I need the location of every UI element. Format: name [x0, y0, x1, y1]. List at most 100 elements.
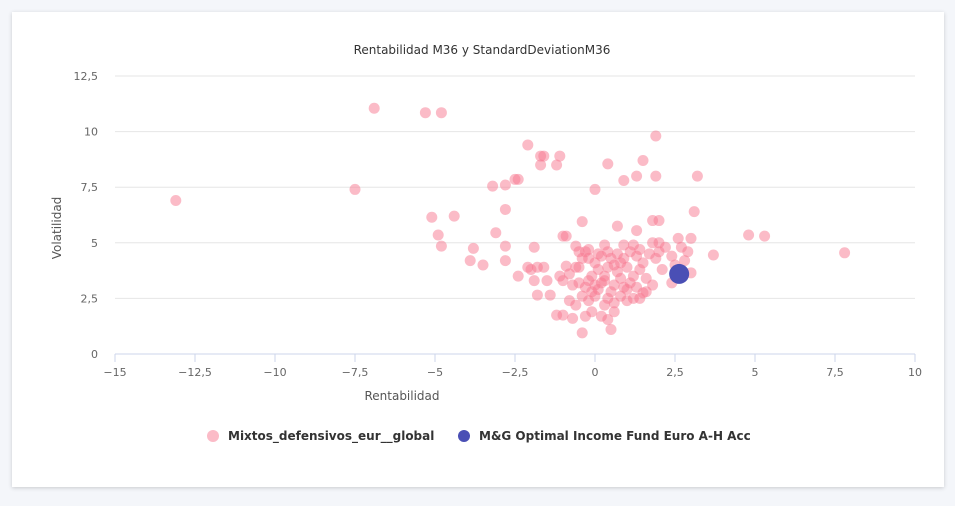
data-point[interactable]	[551, 159, 563, 171]
data-point[interactable]	[599, 239, 611, 251]
data-point[interactable]	[499, 179, 511, 191]
x-tick-label: 10	[908, 366, 922, 379]
data-point[interactable]	[576, 216, 588, 228]
data-point[interactable]	[448, 210, 460, 222]
data-point[interactable]	[589, 183, 601, 195]
data-point[interactable]	[435, 240, 447, 252]
data-point[interactable]	[634, 292, 646, 304]
y-tick-label: 7,5	[81, 181, 99, 194]
data-point[interactable]	[554, 270, 566, 282]
data-point[interactable]	[535, 159, 547, 171]
data-point[interactable]	[611, 248, 623, 260]
data-point[interactable]	[541, 275, 553, 287]
data-point[interactable]	[743, 229, 755, 241]
data-point[interactable]	[631, 281, 643, 293]
data-point[interactable]	[688, 206, 700, 218]
data-point[interactable]	[464, 255, 476, 267]
data-point[interactable]	[528, 241, 540, 253]
data-point[interactable]	[586, 270, 598, 282]
data-point[interactable]	[531, 289, 543, 301]
data-point[interactable]	[653, 237, 665, 249]
data-point[interactable]	[487, 180, 499, 192]
data-point[interactable]	[512, 173, 524, 185]
data-point[interactable]	[570, 299, 582, 311]
scatter-chart: Rentabilidad M36 y StandardDeviationM36 …	[50, 43, 922, 444]
data-point[interactable]	[499, 240, 511, 252]
data-point[interactable]	[602, 261, 614, 273]
data-point[interactable]	[435, 107, 447, 119]
data-point[interactable]	[682, 246, 694, 258]
data-point[interactable]	[691, 170, 703, 182]
legend-label: Mixtos_defensivos_eur__global	[228, 429, 434, 444]
data-point[interactable]	[685, 232, 697, 244]
data-point[interactable]	[650, 170, 662, 182]
data-point[interactable]	[611, 220, 623, 232]
y-tick-label: 2,5	[81, 292, 99, 305]
data-point[interactable]	[634, 243, 646, 255]
data-point[interactable]	[615, 257, 627, 269]
data-point[interactable]	[544, 289, 556, 301]
data-point[interactable]	[650, 130, 662, 142]
data-point[interactable]	[349, 183, 361, 195]
data-point[interactable]	[621, 295, 633, 307]
legend-item[interactable]: Mixtos_defensivos_eur__global	[207, 429, 434, 444]
legend-item[interactable]: M&G Optimal Income Fund Euro A-H Acc	[458, 429, 751, 443]
data-point[interactable]	[586, 286, 598, 298]
data-point[interactable]	[631, 225, 643, 237]
data-point[interactable]	[579, 310, 591, 322]
data-point[interactable]	[560, 230, 572, 242]
data-point[interactable]	[426, 211, 438, 223]
data-point[interactable]	[557, 309, 569, 321]
data-point[interactable]	[605, 324, 617, 336]
data-point[interactable]	[707, 249, 719, 261]
data-point[interactable]	[608, 306, 620, 318]
data-point[interactable]	[679, 255, 691, 267]
data-point[interactable]	[419, 107, 431, 119]
data-point[interactable]	[576, 252, 588, 264]
data-point[interactable]	[631, 170, 643, 182]
data-point[interactable]	[634, 263, 646, 275]
data-point[interactable]	[656, 263, 668, 275]
data-point[interactable]	[637, 155, 649, 167]
data-point[interactable]	[368, 102, 380, 114]
data-point[interactable]	[512, 270, 524, 282]
data-point[interactable]	[170, 195, 182, 207]
data-point[interactable]	[595, 310, 607, 322]
data-point[interactable]	[528, 275, 540, 287]
data-point[interactable]	[467, 242, 479, 254]
x-tick-label: −7,5	[342, 366, 369, 379]
data-point[interactable]	[618, 281, 630, 293]
data-point[interactable]	[583, 243, 595, 255]
data-point[interactable]	[839, 247, 851, 259]
data-point[interactable]	[602, 158, 614, 170]
legend-label: M&G Optimal Income Fund Euro A-H Acc	[479, 429, 751, 443]
data-point[interactable]	[538, 150, 550, 162]
data-point[interactable]	[599, 299, 611, 311]
data-point[interactable]	[666, 250, 678, 262]
y-tick-label: 12,5	[74, 70, 99, 83]
data-point[interactable]	[563, 268, 575, 280]
data-point[interactable]	[490, 227, 502, 239]
data-point[interactable]	[538, 261, 550, 273]
highlight-fund-point[interactable]	[669, 263, 690, 284]
data-point[interactable]	[759, 230, 771, 242]
data-point[interactable]	[576, 327, 588, 339]
data-point[interactable]	[522, 139, 534, 151]
data-point[interactable]	[499, 203, 511, 215]
data-point[interactable]	[618, 175, 630, 187]
data-point[interactable]	[672, 232, 684, 244]
data-point[interactable]	[653, 215, 665, 227]
x-tick-label: 7,5	[826, 366, 844, 379]
data-point[interactable]	[592, 248, 604, 260]
legend-marker	[458, 430, 470, 442]
data-point[interactable]	[618, 239, 630, 251]
x-tick-label: −10	[263, 366, 286, 379]
y-axis-label: Volatilidad	[50, 197, 64, 260]
data-point[interactable]	[599, 275, 611, 287]
data-point[interactable]	[554, 150, 566, 162]
data-point[interactable]	[477, 259, 489, 271]
data-point[interactable]	[573, 261, 585, 273]
data-point[interactable]	[432, 229, 444, 241]
data-point[interactable]	[567, 312, 579, 324]
data-point[interactable]	[499, 255, 511, 267]
